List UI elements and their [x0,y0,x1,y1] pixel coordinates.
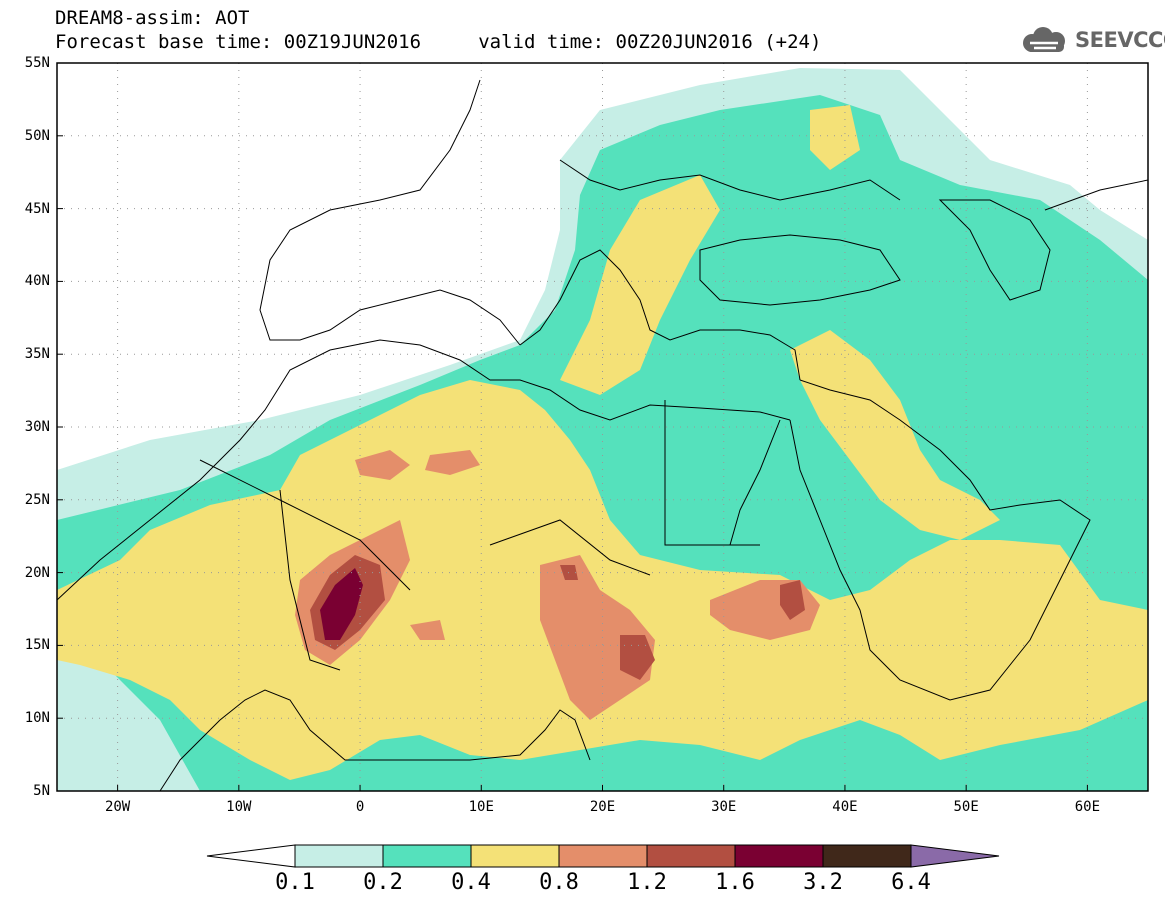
colorbar-label: 0.2 [363,870,403,895]
lon-label: 10W [226,799,252,815]
aot-contour-1.6 [320,568,363,640]
colorbar-arrow-high [910,844,1000,868]
seevccc-logo [1023,27,1065,52]
colorbar-label: 3.2 [803,870,843,895]
lon-label: 10E [468,799,494,815]
colorbar-label: 1.6 [715,870,755,895]
lat-label: 20N [24,564,50,581]
colorbar-label: 6.4 [891,870,931,895]
lon-label: 60E [1074,799,1101,815]
lat-label: 10N [24,710,50,727]
lat-label: 5N [33,783,50,799]
aot-contour-1.2 [310,555,805,680]
colorbar-label: 1.2 [627,870,667,895]
lon-label: 20E [589,799,616,815]
lat-label: 25N [24,491,50,508]
colorbar [206,844,1000,868]
lon-label: 0 [355,799,365,815]
colorbar-swatch [822,844,912,868]
lon-label: 20W [104,799,131,815]
logo-text: SEEVCCC [1075,28,1165,52]
lon-label: 30E [711,799,737,815]
lat-label: 50N [24,127,50,144]
colorbar-label: 0.8 [539,870,579,895]
map-title: DREAM8-assim: AOT [55,7,250,29]
lat-label: 45N [24,200,50,217]
colorbar-swatch [294,844,384,868]
lat-label: 55N [24,55,50,71]
colorbar-swatch [382,844,472,868]
lat-lon-grid [57,63,1148,791]
forecast-time-subtitle: Forecast base time: 00Z19JUN2016 valid t… [55,31,822,53]
lat-label: 35N [24,346,50,363]
colorbar-label: 0.4 [451,870,491,895]
lat-label: 15N [24,637,50,654]
lon-label: 50E [953,799,979,815]
lat-label: 40N [24,273,50,290]
colorbar-swatch [734,844,824,868]
aot-contour-0.8 [295,450,820,720]
colorbar-swatch [646,844,736,868]
lon-label: 40E [832,799,858,815]
colorbar-swatch [470,844,560,868]
coastlines [56,79,1149,792]
colorbar-arrow-low [206,844,296,868]
colorbar-label: 0.1 [275,870,315,895]
aot-field [57,68,1148,791]
lat-label: 30N [24,419,50,435]
colorbar-swatch [558,844,648,868]
